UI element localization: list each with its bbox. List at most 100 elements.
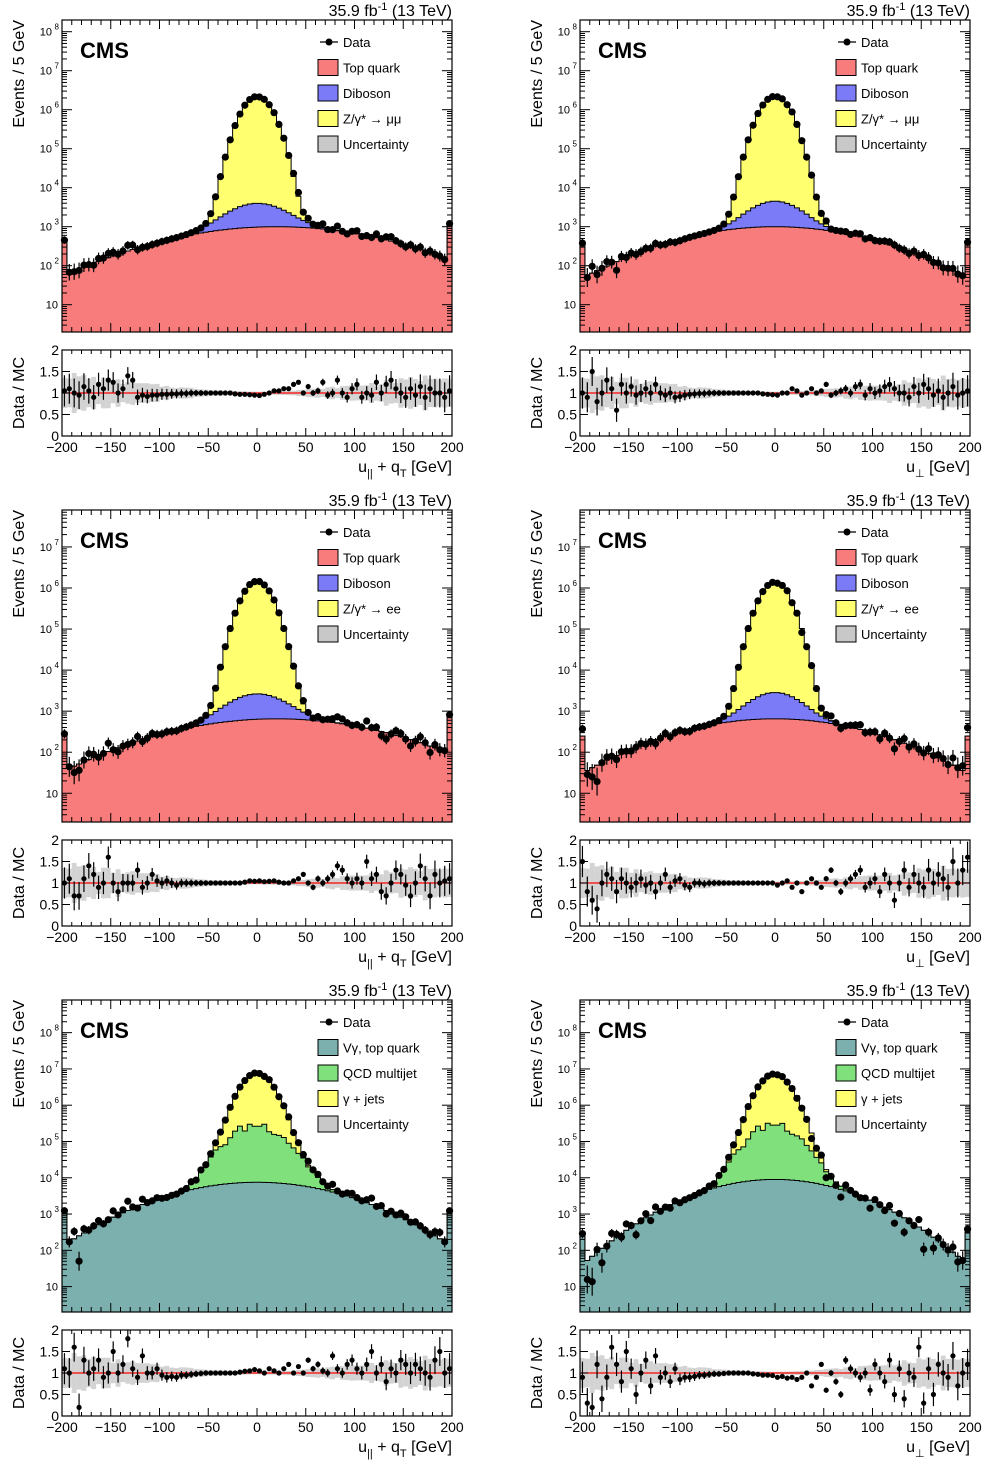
- x-tick-label: 150: [910, 1419, 934, 1435]
- data-point: [876, 735, 884, 743]
- legend-data-marker: [325, 1018, 333, 1026]
- ratio-point: [735, 1370, 742, 1376]
- ratio-point: [594, 906, 600, 912]
- ratio-point: [193, 1371, 199, 1377]
- ratio-point: [925, 867, 932, 873]
- data-point: [75, 1257, 83, 1265]
- ratio-y-axis-label: Data / MC: [11, 847, 28, 919]
- ratio-point: [838, 1391, 844, 1398]
- data-point: [280, 1102, 288, 1110]
- data-point: [812, 684, 821, 693]
- ratio-point: [618, 381, 625, 387]
- x-tick-label: −150: [613, 929, 645, 945]
- ratio-point: [696, 390, 703, 397]
- data-point: [783, 1078, 791, 1086]
- ratio-point: [222, 880, 228, 886]
- data-point: [319, 220, 327, 228]
- stack-0-vgamma: [61, 1181, 453, 1313]
- ratio-point: [256, 392, 263, 399]
- data-point: [397, 1209, 405, 1217]
- ratio-point: [134, 867, 141, 873]
- ratio-point: [609, 876, 615, 882]
- data-point: [812, 1144, 821, 1152]
- ratio-y-tick-label: 1: [51, 1365, 59, 1381]
- data-point: [910, 1221, 918, 1230]
- x-tick-label: −200: [564, 439, 596, 455]
- ratio-point: [682, 1374, 688, 1380]
- y-tick-label: 10: [558, 1136, 570, 1148]
- ratio-point: [66, 386, 72, 392]
- data-point: [119, 1206, 127, 1214]
- ratio-point: [877, 388, 883, 394]
- data-point: [280, 624, 288, 633]
- ratio-point: [613, 407, 620, 413]
- data-point: [207, 701, 215, 710]
- ratio-point: [310, 884, 316, 890]
- data-point: [788, 1084, 796, 1093]
- ratio-point: [305, 383, 311, 390]
- ratio-point: [300, 390, 306, 396]
- ratio-point: [417, 863, 423, 869]
- ratio-point: [393, 867, 399, 873]
- ratio-point: [154, 392, 160, 398]
- ratio-point: [687, 391, 693, 397]
- ratio-point: [276, 388, 282, 394]
- ratio-point: [618, 1379, 625, 1385]
- data-point: [216, 173, 225, 181]
- y-tick-exponent: 4: [573, 1169, 578, 1178]
- ratio-point: [169, 880, 175, 886]
- x-label-end: [GeV]: [925, 459, 970, 476]
- legend-swatch: [835, 1039, 857, 1056]
- data-point: [729, 684, 738, 693]
- y-tick-label: 10: [40, 27, 52, 39]
- data-point: [265, 587, 273, 595]
- ratio-point: [364, 1361, 370, 1367]
- ratio-point: [403, 394, 409, 400]
- ratio-point: [852, 871, 859, 878]
- data-point: [299, 208, 307, 216]
- ratio-point: [212, 1370, 219, 1376]
- ratio-point: [667, 390, 673, 396]
- lumi-label: 35.9 fb-1 (13 TeV): [329, 491, 452, 510]
- data-point: [285, 643, 293, 651]
- y-tick-label: 10: [558, 66, 570, 78]
- x-tick-label: 100: [343, 439, 367, 455]
- ratio-point: [643, 882, 649, 888]
- x-tick-label: 100: [861, 929, 885, 945]
- data-point: [803, 153, 811, 161]
- x-label-main: u: [358, 949, 367, 966]
- x-tick-label: 150: [392, 929, 416, 945]
- ratio-point: [222, 390, 228, 396]
- data-point: [651, 1203, 660, 1211]
- ratio-point: [852, 383, 859, 390]
- data-point: [598, 264, 606, 272]
- data-point: [588, 262, 596, 270]
- y-tick-label: 10: [558, 1173, 570, 1185]
- ratio-point: [599, 880, 605, 886]
- data-point: [759, 588, 767, 596]
- x-tick-label: −150: [613, 1419, 645, 1435]
- ratio-point: [178, 390, 185, 397]
- ratio-point: [266, 390, 272, 396]
- ratio-y-tick-label: 2: [569, 832, 577, 848]
- data-point: [749, 121, 757, 129]
- data-point: [915, 1216, 923, 1224]
- data-point: [192, 1176, 200, 1184]
- y-tick-exponent: 6: [573, 1096, 578, 1105]
- data-point: [275, 609, 283, 617]
- ratio-point: [599, 1396, 605, 1402]
- legend-swatch: [317, 625, 339, 643]
- ratio-point: [247, 878, 253, 884]
- ratio-point: [130, 1366, 136, 1372]
- ratio-y-tick-label: 0.5: [40, 897, 60, 913]
- data-point: [739, 153, 747, 161]
- lumi-exponent: -1: [896, 1, 906, 13]
- x-label-main: u: [906, 949, 915, 966]
- y-tick-label: 10: [40, 1173, 52, 1185]
- ratio-point: [657, 390, 664, 396]
- data-point: [651, 740, 660, 748]
- ratio-point: [378, 1361, 384, 1367]
- y-tick-label: 10: [40, 1136, 52, 1148]
- data-point: [637, 1217, 645, 1225]
